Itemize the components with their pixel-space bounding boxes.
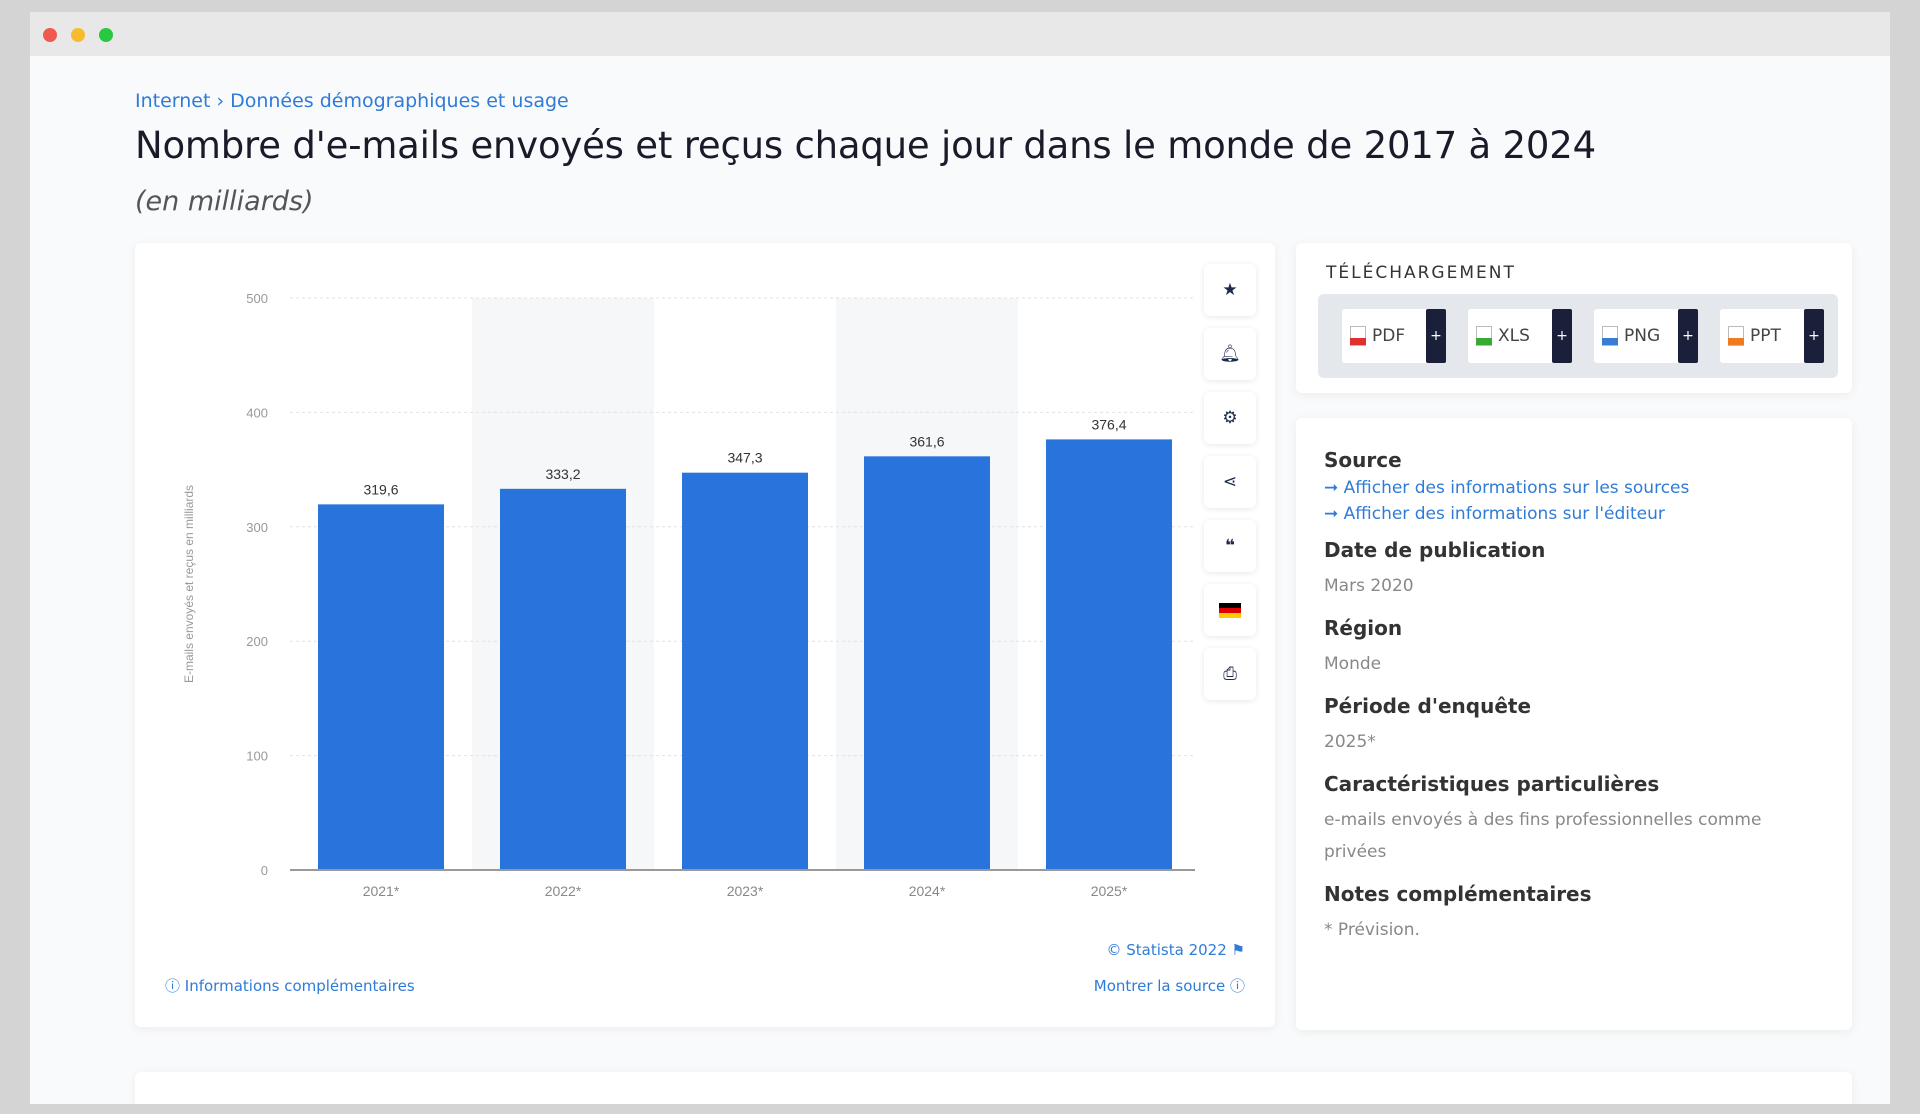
region-label: Région [1324, 616, 1403, 640]
chart-card: 0 100 200 300 400 500 E-mails envoyés et reçus… [135, 243, 1275, 1027]
copyright-text: © Statista 2022 [1106, 941, 1227, 959]
plus-button[interactable]: + [1678, 309, 1698, 363]
next-section-card [135, 1072, 1852, 1104]
breadcrumb-internet[interactable]: Internet [135, 90, 211, 112]
download-buttons: PDF + XLS + PNG + PPT + [1318, 294, 1838, 378]
more-info-link[interactable]: ⓘ Informations complémentaires [165, 975, 415, 996]
page-subtitle: (en milliards) [135, 186, 314, 217]
gear-icon[interactable]: ⚙ [1204, 392, 1256, 444]
bar [864, 456, 990, 870]
y-tick-label: 0 [261, 863, 268, 878]
source-info-link[interactable]: ➞ Afficher des informations sur les sour… [1324, 478, 1824, 498]
plus-button[interactable]: + [1804, 309, 1824, 363]
more-info-text: Informations complémentaires [184, 977, 415, 995]
publisher-info-text: Afficher des informations sur l'éditeur [1343, 504, 1665, 524]
close-window-button[interactable] [43, 28, 57, 42]
info-card: Source ➞ Afficher des informations sur l… [1296, 418, 1852, 1030]
flag-icon: ⚑ [1231, 941, 1245, 959]
data-label: 361,6 [909, 433, 944, 449]
minimize-window-button[interactable] [71, 28, 85, 42]
chart-toolbar: ★ 🔔︎ ⚙ ⋖ ❝ ⎙ [1204, 264, 1256, 712]
x-tick-label: 2023* [727, 883, 764, 899]
format-label: XLS [1498, 326, 1530, 346]
show-source-text: Montrer la source [1093, 977, 1226, 995]
download-pdf-label[interactable]: PDF [1342, 309, 1426, 363]
date-label: Date de publication [1324, 538, 1546, 562]
format-label: PNG [1624, 326, 1661, 346]
y-tick-label: 100 [246, 749, 268, 764]
download-card: TÉLÉCHARGEMENT PDF + XLS + PNG + PPT + [1296, 243, 1852, 393]
source-info-text: Afficher des informations sur les source… [1343, 478, 1690, 498]
file-icon [1350, 326, 1366, 346]
download-png-button[interactable]: PNG + [1594, 309, 1698, 363]
y-tick-label: 400 [246, 405, 268, 420]
format-label: PDF [1372, 326, 1406, 346]
download-xls-button[interactable]: XLS + [1468, 309, 1572, 363]
x-tick-label: 2024* [909, 883, 946, 899]
file-icon [1728, 326, 1744, 346]
copyright-link[interactable]: © Statista 2022 ⚑ [1107, 941, 1245, 959]
title-bar [30, 12, 1890, 56]
page-title: Nombre d'e-mails envoyés et reçus chaque… [135, 124, 1596, 167]
notes-label: Notes complémentaires [1324, 882, 1592, 906]
source-label: Source [1324, 448, 1402, 472]
print-icon[interactable]: ⎙ [1204, 648, 1256, 700]
download-ppt-button[interactable]: PPT + [1720, 309, 1824, 363]
file-icon [1476, 326, 1492, 346]
file-icon [1602, 326, 1618, 346]
date-value: Mars 2020 [1324, 576, 1414, 596]
show-source-link[interactable]: Montrer la source ⓘ [1094, 975, 1245, 996]
maximize-window-button[interactable] [99, 28, 113, 42]
y-axis-label: E-mails envoyés et reçus en milliards [182, 485, 196, 683]
y-tick-label: 300 [246, 520, 268, 535]
download-title: TÉLÉCHARGEMENT [1326, 263, 1516, 283]
bar [318, 504, 444, 870]
arrow-right-icon: ➞ [1324, 504, 1344, 524]
download-ppt-label[interactable]: PPT [1720, 309, 1804, 363]
download-xls-label[interactable]: XLS [1468, 309, 1552, 363]
download-png-label[interactable]: PNG [1594, 309, 1678, 363]
data-label: 347,3 [727, 450, 762, 466]
data-label: 333,2 [545, 466, 580, 482]
breadcrumb: Internet › Données démographiques et usage [135, 90, 575, 112]
data-label: 319,6 [363, 481, 398, 497]
breadcrumb-demographics[interactable]: Données démographiques et usage [230, 90, 569, 112]
publisher-info-link[interactable]: ➞ Afficher des informations sur l'éditeu… [1324, 504, 1824, 524]
german-flag-icon[interactable] [1204, 584, 1256, 636]
arrow-right-icon: ➞ [1324, 478, 1344, 498]
quote-icon[interactable]: ❝ [1204, 520, 1256, 572]
features-label: Caractéristiques particulières [1324, 772, 1660, 796]
bar [1046, 439, 1172, 870]
plus-button[interactable]: + [1552, 309, 1572, 363]
region-value: Monde [1324, 654, 1382, 674]
x-tick-label: 2025* [1091, 883, 1128, 899]
period-label: Période d'enquête [1324, 694, 1532, 718]
browser-window: Internet › Données démographiques et usage… [30, 12, 1890, 1104]
x-tick-label: 2022* [545, 883, 582, 899]
download-pdf-button[interactable]: PDF + [1342, 309, 1446, 363]
period-value: 2025* [1324, 732, 1376, 752]
star-icon[interactable]: ★ [1204, 264, 1256, 316]
breadcrumb-separator: › [216, 90, 225, 112]
bell-icon[interactable]: 🔔︎ [1204, 328, 1256, 380]
share-icon[interactable]: ⋖ [1204, 456, 1256, 508]
bar [500, 488, 626, 870]
y-tick-label: 500 [246, 291, 268, 306]
data-label: 376,4 [1091, 416, 1126, 432]
bar-chart: 0 100 200 300 400 500 E-mails envoyés et reçus… [182, 291, 1195, 899]
bar [682, 472, 808, 870]
y-tick-label: 200 [246, 634, 268, 649]
info-icon: ⓘ [165, 977, 181, 995]
features-value: e-mails envoyés à des fins professionnel… [1324, 810, 1762, 862]
page: Internet › Données démographiques et usage… [30, 56, 1890, 1104]
notes-value: * Prévision. [1324, 920, 1420, 940]
x-tick-label: 2021* [363, 883, 400, 899]
format-label: PPT [1750, 326, 1781, 346]
plus-button[interactable]: + [1426, 309, 1446, 363]
info-icon: ⓘ [1229, 977, 1245, 995]
